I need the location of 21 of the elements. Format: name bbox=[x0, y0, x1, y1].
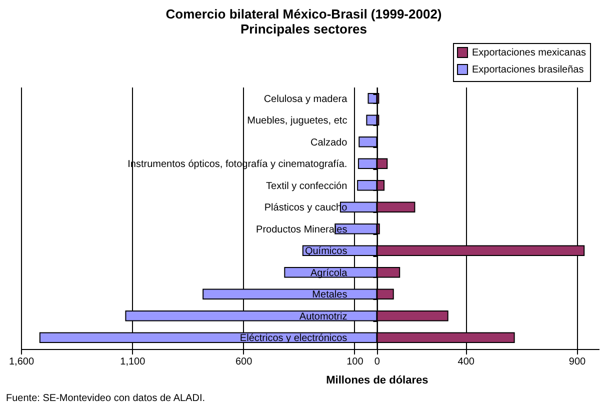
x-tick-label: 600 bbox=[235, 356, 253, 368]
x-tick-label: 400 bbox=[458, 356, 475, 368]
x-tick-label: 0 bbox=[374, 356, 380, 368]
y-tick-label: Calzado bbox=[310, 137, 348, 148]
y-tick-label: Agrícola bbox=[310, 268, 348, 279]
x-tick-label: 1,600 bbox=[8, 356, 34, 368]
chart-title: Comercio bilateral México-Brasil (1999-2002) bbox=[166, 6, 442, 22]
legend-label: Exportaciones mexicanas bbox=[472, 48, 586, 58]
source-note: Fuente: SE-Montevideo con datos de ALADI. bbox=[6, 393, 206, 404]
x-tick-label: 900 bbox=[568, 356, 586, 368]
legend-label: Exportaciones brasileñas bbox=[472, 64, 584, 76]
y-tick-label: Celulosa y madera bbox=[264, 94, 348, 105]
y-tick-label: Automotriz bbox=[299, 311, 348, 322]
x-tick-label: 1,100 bbox=[120, 356, 146, 368]
y-tick-label: Químicos bbox=[304, 246, 348, 258]
x-axis-title: Millones de dólares bbox=[326, 374, 428, 386]
y-tick-label: Muebles, juguetes, etc bbox=[247, 116, 348, 127]
x-tick-label: 100 bbox=[346, 356, 364, 368]
y-tick-label: Textil y confección bbox=[266, 180, 348, 192]
y-tick-label: Metales bbox=[312, 290, 348, 301]
chart-subtitle: Principales sectores bbox=[240, 22, 367, 36]
